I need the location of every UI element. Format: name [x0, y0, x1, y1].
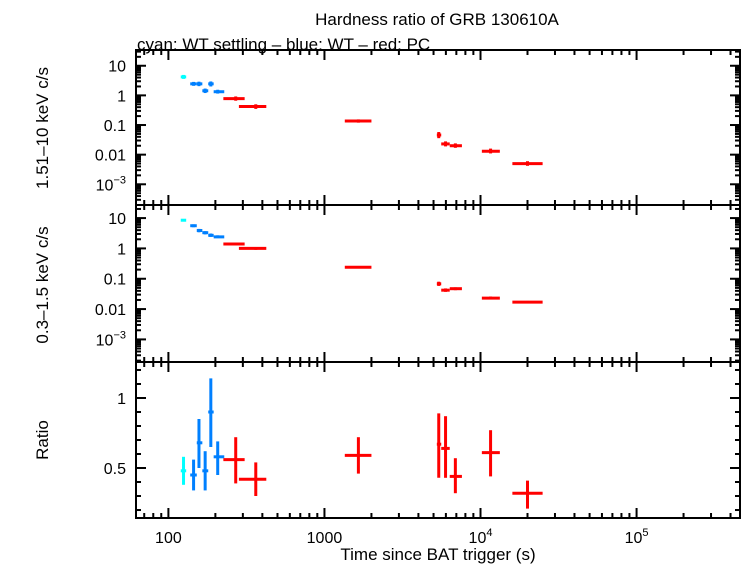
x-tick-label: 100: [155, 530, 182, 547]
chart-title: Hardness ratio of GRB 130610A: [315, 10, 559, 29]
x-tick-label: 104: [469, 527, 493, 547]
y-tick-label: 0.01: [95, 302, 126, 319]
y-tick-label: 1: [117, 241, 126, 258]
y-axis-label-ratio: Ratio: [33, 420, 52, 460]
y-tick-label: 0.01: [95, 148, 126, 165]
y-tick-label: 10: [108, 59, 126, 76]
y-tick-label: 10−3: [96, 329, 126, 349]
y-tick-label: 1: [117, 391, 126, 408]
y-tick-label: 0.5: [104, 461, 126, 478]
x-tick-label: 105: [625, 527, 649, 547]
y-tick-label: 10: [108, 211, 126, 228]
y-tick-label: 1: [117, 88, 126, 105]
x-tick-label: 1000: [307, 530, 343, 547]
panel-frame: [135, 49, 741, 206]
x-axis-label: Time since BAT trigger (s): [340, 545, 535, 564]
y-tick-label: 0.1: [104, 118, 126, 135]
y-axis-label-hard: 1.51–10 keV c/s: [33, 67, 52, 189]
y-axis-label-soft: 0.3–1.5 keV c/s: [33, 226, 52, 343]
y-tick-label: 10−3: [96, 174, 126, 194]
chart-subtitle: cyan: WT settling – blue: WT – red: PC: [137, 35, 430, 54]
y-tick-label: 0.1: [104, 272, 126, 289]
